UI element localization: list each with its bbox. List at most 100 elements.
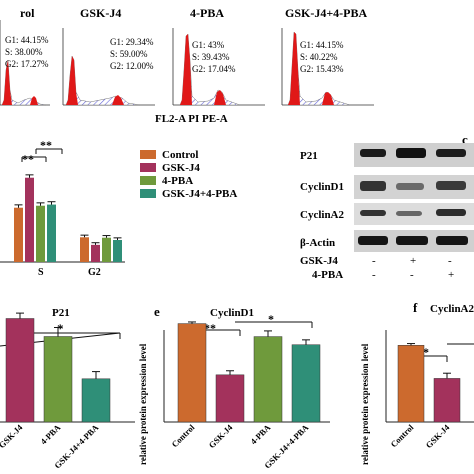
bar-2 [253,336,283,423]
flow-s-1: S: 38.00% [5,47,43,57]
panel-letter-c: c [462,132,468,147]
band [436,209,466,216]
chart-cyclind1: e CyclinD1 relative protein expression l… [138,304,330,471]
flow-g2-4: G2: 15.43% [300,64,344,74]
blot-label-cyclind1: CyclinD1 [300,181,344,193]
band [436,181,466,190]
band [436,236,468,245]
legend-pba: 4-PBA [162,175,193,187]
g2-peak [112,95,124,105]
flow-g2-1: G2: 17.27% [5,59,49,69]
flow-panel-4: GSK-J4+4-PBA G1: 44.15% S: 40.22% G2: 15… [281,6,374,106]
flow-s-4: S: 40.22% [300,52,338,62]
chart-title-p21: P21 [52,307,70,319]
g1-peak [2,60,12,105]
treatment-gskj4: GSK-J4 [300,255,338,267]
flow-panel-2: GSK-J4 G1: 29.34% S: 59.00% G2: 12.00% [62,6,155,106]
bar-3 [291,344,321,423]
band [436,149,466,157]
flow-title-3: 4-PBA [190,6,224,20]
bar-1 [433,378,461,423]
bar-s-2 [36,205,45,262]
flow-g1-3: G1: 43% [192,40,225,50]
bar-2 [81,378,111,423]
treatment-mark: - [372,255,376,267]
chart-cyclina2: f CyclinA2 relative protein expression l… [360,300,474,465]
legend-control: Control [162,149,198,161]
flow-panel-3: 4-PBA G1: 43% S: 39.43% G2: 17.04% [172,6,265,106]
flow-g2-3: G2: 17.04% [192,64,236,74]
tick-label: GSK-J4 [0,422,25,450]
sig-cc-1: ** [22,152,34,166]
chart-title-cyclind1: CyclinD1 [210,307,254,319]
tick-label: 4-PBA [38,422,63,447]
band [396,148,426,158]
legend-swatch-combo [140,189,156,198]
flow-title-2: GSK-J4 [80,6,121,20]
sig-a2: * [423,345,429,359]
tick-label: GSK-J4 [424,422,452,450]
band [396,183,424,190]
western-blot: c P21 CyclinD1 CyclinA2 β-Actin GSK-J4 -… [300,132,474,281]
legend-swatch-pba [140,176,156,185]
band [358,236,388,245]
band [396,211,422,216]
bar-0 [177,323,207,423]
bar-s-3 [47,204,56,262]
flow-xlabel: FL2-A PI PE-A [155,113,228,125]
g2-peak [322,92,334,105]
bar-1 [43,336,73,423]
bar-1 [215,374,245,423]
tick-s: S [38,267,44,278]
bar-s-1 [25,177,34,262]
ylabel-cyclina2: relative protein expression level [360,343,370,465]
cell-cycle-legend: Control GSK-J4 4-PBA GSK-J4+4-PBA [140,149,237,200]
sig-d1-2: * [268,312,274,326]
panel-letter-e: e [154,304,160,319]
panel-letter-f: f [413,300,418,315]
flow-s-3: S: 39.43% [192,52,230,62]
g1-peak [66,56,78,105]
tick-label: Control [388,422,415,449]
sig-d1-1: ** [204,321,216,335]
bar-g2-1 [91,244,100,262]
treatment-mark: + [410,255,416,267]
g2-peak [214,90,226,105]
bar-g2-0 [80,237,89,262]
cell-cycle-chart: S G2 ** ** [0,138,125,278]
blot-label-cyclina2: CyclinA2 [300,209,345,221]
bar-g2-2 [102,237,111,262]
bar-0 [5,318,35,423]
treatment-mark: - [448,255,452,267]
flow-g1-2: G1: 29.34% [110,37,154,47]
flow-title-1: rol [20,6,35,20]
treatment-mark: + [448,269,454,281]
g1-peak [288,32,300,105]
band [396,236,428,245]
bar-s-0 [14,207,23,262]
flow-g1-1: G1: 44.15% [5,35,49,45]
legend-gskj4: GSK-J4 [162,162,200,174]
sig-p21: * [57,321,64,336]
blot-label-p21: P21 [300,150,318,162]
tick-label: Control [169,422,196,449]
band [360,149,386,157]
bar-0 [397,345,425,423]
legend-combo: GSK-J4+4-PBA [162,188,237,200]
flow-title-4: GSK-J4+4-PBA [285,6,368,20]
flow-s-2: S: 59.00% [110,49,148,59]
g2-peak [30,96,38,105]
band [360,181,386,191]
flow-panel-1: rol G1: 44.15% S: 38.00% G2: 17.27% [0,6,50,106]
g1-peak [180,34,192,105]
tick-label: GSK-J4 [207,422,235,450]
tick-label: 4-PBA [248,422,273,447]
flow-g1-4: G1: 44.15% [300,40,344,50]
treatment-mark: - [410,269,414,281]
treatment-mark: - [372,269,376,281]
sig-cc-2: ** [40,138,52,152]
legend-swatch-control [140,150,156,159]
bar-g2-3 [113,240,122,262]
